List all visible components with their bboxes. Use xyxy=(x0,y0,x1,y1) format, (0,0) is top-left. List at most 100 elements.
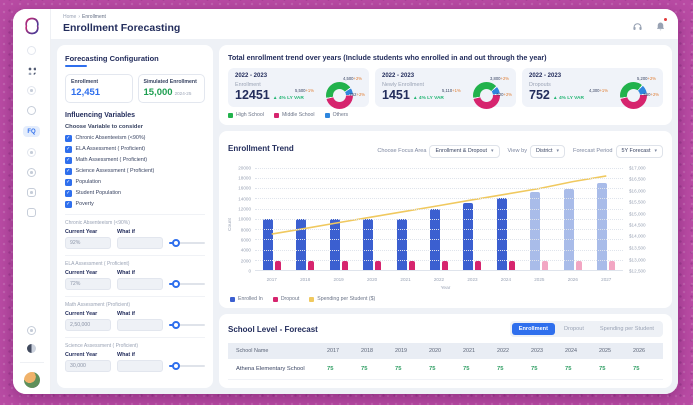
enrolled-bar xyxy=(363,218,374,270)
checkbox-checked-icon[interactable]: ✓ xyxy=(65,179,72,186)
checkbox-checked-icon[interactable]: ✓ xyxy=(65,146,72,153)
checkbox-checked-icon[interactable]: ✓ xyxy=(65,157,72,164)
view-by-select[interactable]: District ▾ xyxy=(530,144,566,158)
checkbox-science-assessment[interactable]: ✓ Science Assessment ( Proficient) xyxy=(65,168,155,175)
checkbox-checked-icon[interactable]: ✓ xyxy=(65,190,72,197)
tab-spending-per-student[interactable]: Spending per Student xyxy=(593,323,661,335)
checkbox-population[interactable]: ✓ Population xyxy=(65,179,101,186)
bar-group-2019 xyxy=(322,168,355,270)
table-cell: 75 xyxy=(357,359,391,380)
what-if-input[interactable] xyxy=(117,359,163,372)
what-if-slider[interactable] xyxy=(169,237,205,249)
what-if-slider[interactable] xyxy=(169,278,205,290)
sidebar: FQ xyxy=(13,9,51,394)
x-tick: 2026 xyxy=(567,277,578,282)
arrow-up-icon: ▲ xyxy=(552,96,558,101)
table-cell: 75 xyxy=(527,359,561,380)
school-level-forecast-card: School Level - Forecast Enrollment Dropo… xyxy=(219,314,672,388)
school-name-cell[interactable]: Athena Elementary School xyxy=(228,359,323,380)
settings-box-icon[interactable] xyxy=(27,188,36,197)
main-area: Home › Enrollment Enrollment Forecasting F… xyxy=(51,9,678,394)
card-variance: ▲ 4% LY VAR xyxy=(272,96,304,101)
legend-swatch xyxy=(228,112,233,118)
donut-ring xyxy=(620,82,647,109)
legend-dropout: Dropout xyxy=(272,296,299,302)
legend-swatch xyxy=(230,296,235,302)
checkbox-chronic-absenteeism[interactable]: ✓ Chronic Absenteeism (<90%) xyxy=(65,135,146,142)
support-headset-icon[interactable] xyxy=(632,19,643,30)
slider-thumb[interactable] xyxy=(172,361,181,370)
tab-dropout[interactable]: Dropout xyxy=(557,323,591,335)
enrolled-bar xyxy=(296,218,307,270)
archive-icon[interactable] xyxy=(27,208,36,217)
what-if-slider[interactable] xyxy=(169,360,205,372)
sidebar-item-forecasting-active[interactable]: FQ xyxy=(23,126,40,137)
dashboard-icon[interactable] xyxy=(27,66,36,75)
bar-group-2021 xyxy=(389,168,422,270)
users-icon[interactable] xyxy=(27,86,36,95)
app-logo-icon[interactable] xyxy=(22,16,42,36)
card-value: 12451 xyxy=(235,88,270,102)
breadcrumb-home[interactable]: Home xyxy=(63,14,77,20)
slider-thumb[interactable] xyxy=(172,320,181,329)
slider-group-chronic-absenteeism: Chronic Absenteeism (<90%) Current Year W… xyxy=(65,213,205,249)
what-if-input[interactable] xyxy=(117,236,163,249)
gear-icon[interactable] xyxy=(27,326,36,335)
checkbox-poverty[interactable]: ✓ Poverty xyxy=(65,201,94,208)
app-window: FQ Home › Enrollment Enrollment Forecastin… xyxy=(13,9,678,394)
what-if-input[interactable] xyxy=(117,277,163,290)
donut-ring xyxy=(326,82,353,109)
slider-thumb[interactable] xyxy=(172,279,181,288)
y-axis-right-ticks: $17,000 $16,500 $16,000 $15,500 $15,000 $14,5… xyxy=(629,165,646,274)
y-axis-label: Count xyxy=(227,217,233,231)
focus-area-select[interactable]: Enrollment & Dropout ▾ xyxy=(429,144,500,158)
checkbox-math-assessment[interactable]: ✓ Math Assessment ( Proficient) xyxy=(65,157,148,164)
checkbox-student-population[interactable]: ✓ Student Population xyxy=(65,190,122,197)
donut-label: 4,500+2% xyxy=(343,76,362,81)
x-axis-ticks: 2017 2018 2019 2020 2021 2022 2023 2024 2025 2026… xyxy=(255,277,623,282)
tab-enrollment[interactable]: Enrollment xyxy=(511,323,555,335)
card-label: Newly Enrollment xyxy=(382,82,424,88)
breadcrumb-current[interactable]: Enrollment xyxy=(82,14,106,20)
notifications-bell-icon[interactable] xyxy=(655,18,667,31)
simulated-stat-label: Simulated Enrollment xyxy=(143,79,197,85)
bar-group-2017 xyxy=(255,168,288,270)
explore-icon[interactable] xyxy=(27,168,36,177)
enrolled-bar xyxy=(463,203,474,270)
current-year-input[interactable] xyxy=(65,277,111,290)
breadcrumb-separator-icon: › xyxy=(78,14,81,20)
what-if-slider[interactable] xyxy=(169,319,205,331)
simulated-stat-period: 2024-25 xyxy=(174,91,192,96)
current-year-input[interactable] xyxy=(65,318,111,331)
column-header: School Name xyxy=(228,343,323,359)
dropout-bar xyxy=(475,261,482,270)
donut-label: 5,500+1% xyxy=(295,88,314,93)
x-tick: 2027 xyxy=(601,277,612,282)
enrolled-bar xyxy=(329,218,340,270)
dropout-bar xyxy=(341,261,348,270)
enrollment-stat-box: Enrollment 12,451 xyxy=(65,74,133,103)
checkbox-checked-icon[interactable]: ✓ xyxy=(65,168,72,175)
bar-group-2024 xyxy=(489,168,522,270)
card-period: 2022 - 2023 xyxy=(235,73,268,79)
user-avatar[interactable] xyxy=(23,372,40,388)
checkbox-checked-icon[interactable]: ✓ xyxy=(65,201,72,208)
theme-toggle-icon[interactable] xyxy=(27,344,36,353)
config-panel-title: Forecasting Configuration xyxy=(65,54,159,63)
slider-thumb[interactable] xyxy=(172,238,181,247)
what-if-input[interactable] xyxy=(117,318,163,331)
chart-legend: Enrolled In Dropout Spending per Student… xyxy=(228,296,663,302)
link-icon[interactable] xyxy=(27,148,36,157)
checkbox-ela-assessment[interactable]: ✓ ELA Assessment ( Proficient) xyxy=(65,146,146,153)
current-year-input[interactable] xyxy=(65,236,111,249)
cloud-icon[interactable] xyxy=(27,46,36,55)
forecast-period-select[interactable]: 5Y Forecast ▾ xyxy=(615,144,663,158)
dropout-bar xyxy=(308,261,315,270)
enrolled-bar xyxy=(496,198,507,270)
history-icon[interactable] xyxy=(27,106,36,115)
summary-title: Total enrollment trend over years (Inclu… xyxy=(228,53,547,62)
donut-chart: 5,200+2% 560+2% 4,300+1% xyxy=(589,73,659,109)
current-year-input[interactable] xyxy=(65,359,111,372)
checkbox-checked-icon[interactable]: ✓ xyxy=(65,135,72,142)
